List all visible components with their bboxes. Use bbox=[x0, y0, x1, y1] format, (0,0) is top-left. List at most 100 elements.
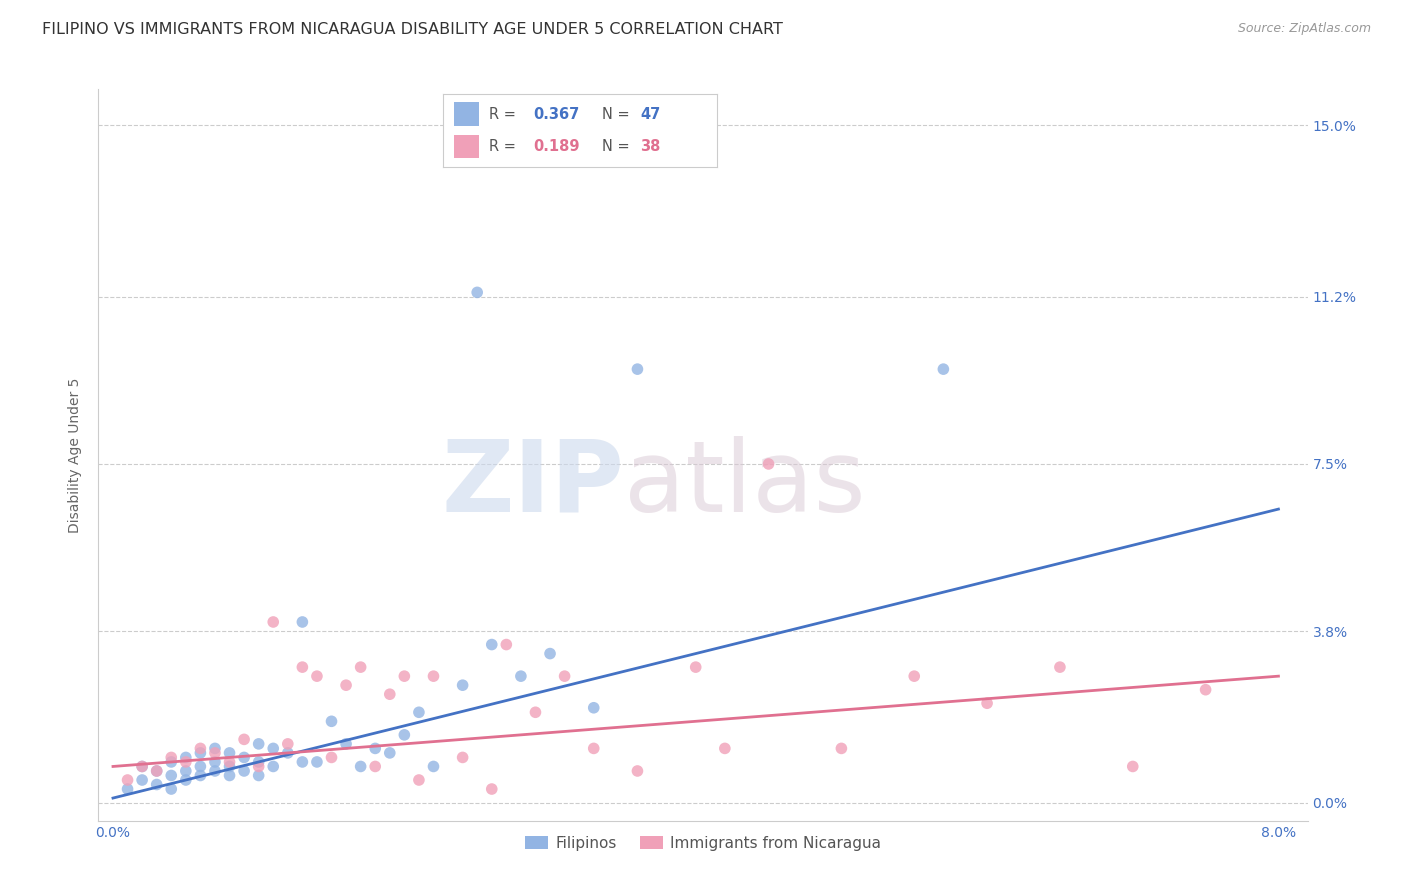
Text: 47: 47 bbox=[640, 107, 661, 121]
Point bbox=[394, 728, 416, 742]
Point bbox=[758, 457, 780, 471]
Point bbox=[451, 678, 474, 692]
Text: 0.367: 0.367 bbox=[533, 107, 579, 121]
Point bbox=[174, 772, 197, 787]
Point bbox=[145, 778, 167, 792]
Point bbox=[247, 737, 270, 751]
Text: N =: N = bbox=[602, 107, 630, 121]
Point bbox=[495, 638, 517, 652]
Point bbox=[247, 755, 270, 769]
Point bbox=[204, 741, 226, 756]
Point bbox=[233, 764, 256, 778]
Point bbox=[204, 746, 226, 760]
Point bbox=[554, 669, 576, 683]
Point bbox=[247, 768, 270, 782]
Point bbox=[685, 660, 707, 674]
Text: N =: N = bbox=[602, 139, 630, 153]
Point bbox=[190, 768, 212, 782]
Point bbox=[932, 362, 955, 376]
Point bbox=[233, 750, 256, 764]
Point bbox=[1194, 682, 1216, 697]
Point bbox=[218, 768, 240, 782]
Point bbox=[117, 782, 139, 797]
Point bbox=[321, 714, 343, 729]
Point bbox=[160, 768, 183, 782]
Point bbox=[131, 759, 153, 773]
Text: atlas: atlas bbox=[624, 435, 866, 533]
Point bbox=[422, 759, 444, 773]
Point bbox=[204, 764, 226, 778]
Bar bbox=[454, 103, 478, 126]
Point bbox=[582, 741, 605, 756]
Point bbox=[830, 741, 852, 756]
Legend: Filipinos, Immigrants from Nicaragua: Filipinos, Immigrants from Nicaragua bbox=[519, 830, 887, 857]
Point bbox=[364, 741, 387, 756]
Point bbox=[291, 755, 314, 769]
Point bbox=[335, 737, 357, 751]
Point bbox=[190, 746, 212, 760]
Text: 0.189: 0.189 bbox=[533, 139, 579, 153]
Point bbox=[174, 764, 197, 778]
Point bbox=[481, 782, 503, 797]
Point bbox=[291, 615, 314, 629]
Point bbox=[422, 669, 444, 683]
Point bbox=[350, 660, 373, 674]
Point bbox=[131, 759, 153, 773]
Y-axis label: Disability Age Under 5: Disability Age Under 5 bbox=[69, 377, 83, 533]
Point bbox=[378, 687, 401, 701]
Point bbox=[626, 362, 648, 376]
Point bbox=[538, 647, 561, 661]
Point bbox=[903, 669, 925, 683]
Point bbox=[582, 700, 605, 714]
Point bbox=[408, 706, 430, 720]
Point bbox=[262, 615, 284, 629]
Point bbox=[394, 669, 416, 683]
Point bbox=[305, 669, 328, 683]
Text: R =: R = bbox=[489, 107, 516, 121]
Point bbox=[465, 285, 488, 300]
Point bbox=[524, 706, 547, 720]
Point bbox=[160, 750, 183, 764]
Point bbox=[305, 755, 328, 769]
Point bbox=[321, 750, 343, 764]
Point bbox=[218, 746, 240, 760]
Point bbox=[451, 750, 474, 764]
Point bbox=[247, 759, 270, 773]
Point bbox=[145, 764, 167, 778]
Text: ZIP: ZIP bbox=[441, 435, 624, 533]
Text: Source: ZipAtlas.com: Source: ZipAtlas.com bbox=[1237, 22, 1371, 36]
Point bbox=[218, 759, 240, 773]
Point bbox=[160, 755, 183, 769]
Point bbox=[131, 772, 153, 787]
Point bbox=[218, 755, 240, 769]
Point bbox=[277, 737, 299, 751]
Point bbox=[190, 741, 212, 756]
Point bbox=[335, 678, 357, 692]
Point bbox=[350, 759, 373, 773]
Point bbox=[174, 755, 197, 769]
Point bbox=[1049, 660, 1071, 674]
Bar bbox=[454, 135, 478, 158]
Point bbox=[145, 764, 167, 778]
Point bbox=[378, 746, 401, 760]
Point bbox=[204, 755, 226, 769]
Text: R =: R = bbox=[489, 139, 516, 153]
Text: 38: 38 bbox=[640, 139, 661, 153]
Point bbox=[408, 772, 430, 787]
Point bbox=[509, 669, 531, 683]
Point bbox=[976, 696, 998, 710]
Point bbox=[190, 759, 212, 773]
Text: FILIPINO VS IMMIGRANTS FROM NICARAGUA DISABILITY AGE UNDER 5 CORRELATION CHART: FILIPINO VS IMMIGRANTS FROM NICARAGUA DI… bbox=[42, 22, 783, 37]
Point bbox=[277, 746, 299, 760]
Point bbox=[364, 759, 387, 773]
Point bbox=[481, 638, 503, 652]
Point bbox=[174, 750, 197, 764]
Point bbox=[262, 759, 284, 773]
Point bbox=[291, 660, 314, 674]
Point bbox=[262, 741, 284, 756]
Point bbox=[233, 732, 256, 747]
Point bbox=[160, 782, 183, 797]
Point bbox=[117, 772, 139, 787]
Point bbox=[1122, 759, 1144, 773]
Point bbox=[714, 741, 737, 756]
